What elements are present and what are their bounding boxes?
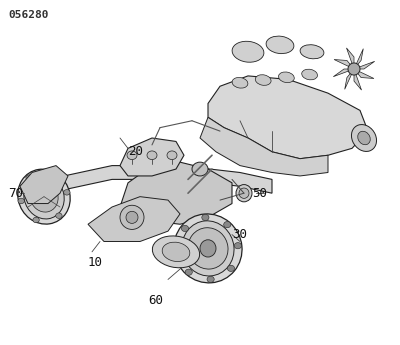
Polygon shape bbox=[120, 162, 232, 224]
Circle shape bbox=[207, 276, 214, 283]
Polygon shape bbox=[354, 69, 362, 90]
Ellipse shape bbox=[192, 162, 208, 176]
Text: 30: 30 bbox=[232, 228, 247, 241]
Ellipse shape bbox=[358, 131, 370, 145]
Circle shape bbox=[33, 217, 39, 223]
Ellipse shape bbox=[147, 151, 157, 159]
Ellipse shape bbox=[188, 228, 228, 269]
Ellipse shape bbox=[236, 185, 252, 202]
Polygon shape bbox=[200, 117, 328, 176]
Ellipse shape bbox=[174, 214, 242, 283]
Ellipse shape bbox=[152, 236, 200, 268]
Ellipse shape bbox=[255, 75, 271, 85]
Ellipse shape bbox=[18, 169, 70, 224]
Polygon shape bbox=[88, 197, 180, 241]
Polygon shape bbox=[20, 166, 68, 204]
Circle shape bbox=[64, 189, 70, 195]
Text: 50: 50 bbox=[252, 187, 267, 200]
Polygon shape bbox=[354, 61, 375, 69]
Text: 70: 70 bbox=[8, 187, 23, 200]
Ellipse shape bbox=[162, 242, 190, 262]
Text: 056280: 056280 bbox=[8, 10, 48, 20]
Circle shape bbox=[56, 213, 62, 218]
Ellipse shape bbox=[182, 221, 234, 276]
Ellipse shape bbox=[300, 45, 324, 59]
Circle shape bbox=[49, 170, 55, 176]
Text: 10: 10 bbox=[88, 256, 103, 269]
Text: 20: 20 bbox=[128, 145, 143, 158]
Circle shape bbox=[202, 214, 209, 220]
Ellipse shape bbox=[352, 125, 376, 151]
Polygon shape bbox=[346, 48, 354, 69]
Polygon shape bbox=[32, 166, 272, 214]
Circle shape bbox=[227, 265, 234, 272]
Ellipse shape bbox=[167, 151, 177, 159]
Circle shape bbox=[18, 198, 24, 204]
Circle shape bbox=[26, 175, 32, 180]
Polygon shape bbox=[334, 60, 354, 69]
Circle shape bbox=[224, 221, 231, 228]
Ellipse shape bbox=[200, 240, 216, 257]
Polygon shape bbox=[354, 69, 374, 78]
Ellipse shape bbox=[278, 72, 294, 82]
Ellipse shape bbox=[24, 174, 64, 219]
Ellipse shape bbox=[266, 36, 294, 53]
Polygon shape bbox=[354, 49, 363, 69]
Ellipse shape bbox=[30, 181, 58, 212]
Circle shape bbox=[234, 243, 242, 249]
Ellipse shape bbox=[239, 188, 249, 198]
Ellipse shape bbox=[127, 151, 137, 159]
Polygon shape bbox=[208, 76, 368, 159]
Ellipse shape bbox=[348, 63, 360, 75]
Circle shape bbox=[185, 269, 192, 275]
Circle shape bbox=[182, 225, 189, 231]
Ellipse shape bbox=[232, 78, 248, 88]
Ellipse shape bbox=[232, 41, 264, 62]
Text: 60: 60 bbox=[148, 294, 163, 307]
Ellipse shape bbox=[126, 211, 138, 224]
Ellipse shape bbox=[120, 205, 144, 229]
Circle shape bbox=[174, 248, 182, 254]
Polygon shape bbox=[345, 69, 354, 89]
Polygon shape bbox=[333, 69, 354, 77]
Ellipse shape bbox=[302, 69, 318, 80]
Polygon shape bbox=[120, 138, 184, 176]
Ellipse shape bbox=[38, 190, 50, 204]
